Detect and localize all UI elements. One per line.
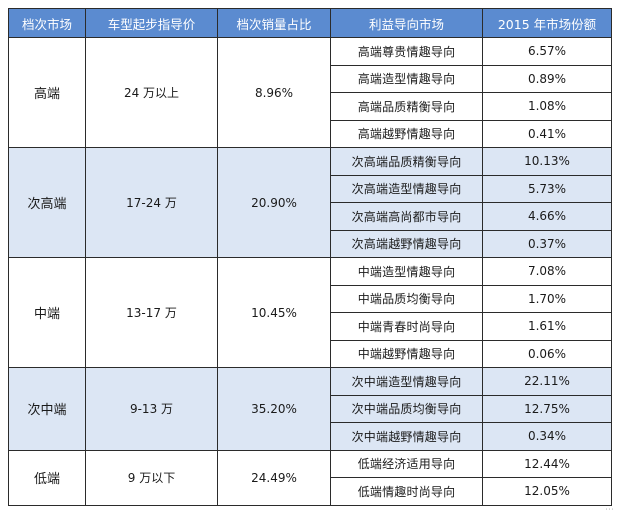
orientation-cell: 高端品质精衡导向 [330,92,483,121]
orientation-cell: 高端越野情趣导向 [330,119,483,148]
market-share-cell: 12.44% [482,449,612,478]
orientation-cell: 中端造型情趣导向 [330,257,483,286]
market-share-cell: 6.57% [482,37,612,66]
table-header: 档次市场 车型起步指导价 档次销量占比 利益导向市场 2015 年市场份额 [8,8,612,38]
sales-share-cell: 8.96% [217,37,331,148]
start-price-cell: 13-17 万 [85,257,218,368]
table-row: 次中端 9-13 万 35.20% 次中端造型情趣导向 22.11% [8,367,612,451]
header-tier: 档次市场 [8,8,86,38]
table-row: 高端 24 万以上 8.96% 高端尊贵情趣导向 6.57% [8,37,612,148]
header-market-share-2015: 2015 年市场份额 [482,8,612,38]
market-share-cell: 1.70% [482,284,612,313]
table-row: 次高端造型情趣导向 5.73% [9,174,612,203]
market-share-cell: 4.66% [482,202,612,231]
market-share-cell: 12.75% [482,394,612,423]
table-row: 次中端品质均衡导向 12.75% [9,394,612,423]
orientation-cell: 次中端品质均衡导向 [330,394,483,423]
market-share-cell: 5.73% [482,174,612,203]
table-row: 低端情趣时尚导向 12.05% [9,477,612,506]
sales-share-cell: 10.45% [217,257,331,368]
sales-share-cell: 24.49% [217,449,331,506]
header-row: 档次市场 车型起步指导价 档次销量占比 利益导向市场 2015 年市场份额 [8,8,612,38]
start-price-cell: 17-24 万 [85,147,218,258]
market-share-cell: 10.13% [482,147,612,176]
orientation-cell: 次高端品质精衡导向 [330,147,483,176]
table-row: 中端品质均衡导向 1.70% [9,284,612,313]
tier-cell: 高端 [8,37,86,148]
table-row: 次高端 17-24 万 20.90% 次高端品质精衡导向 10.13% [8,147,612,258]
market-share-cell: 22.11% [482,367,612,396]
table-row: 低端 9 万以下 24.49% 低端经济适用导向 12.44% [8,449,612,506]
table-row: 中端 13-17 万 10.45% 中端造型情趣导向 7.08% [8,257,612,368]
market-share-cell: 0.41% [482,119,612,148]
orientation-cell: 高端造型情趣导向 [330,64,483,93]
orientation-cell: 次中端越野情趣导向 [330,422,483,451]
market-share-cell: 7.08% [482,257,612,286]
table-row: 次高端高尚都市导向 4.66% [9,202,612,231]
orientation-cell: 次中端造型情趣导向 [330,367,483,396]
orientation-cell: 次高端造型情趣导向 [330,174,483,203]
tier-cell: 低端 [8,449,86,506]
start-price-cell: 9 万以下 [85,449,218,506]
orientation-cell: 低端情趣时尚导向 [330,477,483,506]
table-row: 高端越野情趣导向 0.41% [9,119,612,148]
sales-share-cell: 20.90% [217,147,331,258]
market-share-cell: 0.37% [482,229,612,258]
orientation-cell: 中端品质均衡导向 [330,284,483,313]
tier-cell: 中端 [8,257,86,368]
orientation-cell: 次高端高尚都市导向 [330,202,483,231]
market-share-cell: 0.89% [482,64,612,93]
tier-cell: 次中端 [8,367,86,451]
orientation-cell: 高端尊贵情趣导向 [330,37,483,66]
table-body: 高端 24 万以上 8.96% 高端尊贵情趣导向 6.57% 高端造型情趣导向 0.89% 高… [8,37,612,506]
header-start-price: 车型起步指导价 [85,8,218,38]
watermark-logo: ⋯ [605,505,614,515]
header-sales-share: 档次销量占比 [217,8,331,38]
table-row: 次高端越野情趣导向 0.37% [9,229,612,258]
start-price-cell: 24 万以上 [85,37,218,148]
market-segment-table: 档次市场 车型起步指导价 档次销量占比 利益导向市场 2015 年市场份额 高端… [8,8,612,506]
market-share-cell: 12.05% [482,477,612,506]
start-price-cell: 9-13 万 [85,367,218,451]
table-row: 中端越野情趣导向 0.06% [9,339,612,368]
table-row: 高端品质精衡导向 1.08% [9,92,612,121]
market-share-cell: 0.34% [482,422,612,451]
tier-cell: 次高端 [8,147,86,258]
sales-share-cell: 35.20% [217,367,331,451]
market-share-cell: 1.61% [482,312,612,341]
orientation-cell: 中端越野情趣导向 [330,339,483,368]
market-share-cell: 0.06% [482,339,612,368]
table-row: 高端造型情趣导向 0.89% [9,64,612,93]
market-share-cell: 1.08% [482,92,612,121]
orientation-cell: 中端青春时尚导向 [330,312,483,341]
orientation-cell: 次高端越野情趣导向 [330,229,483,258]
header-benefit-orientation: 利益导向市场 [330,8,483,38]
orientation-cell: 低端经济适用导向 [330,449,483,478]
